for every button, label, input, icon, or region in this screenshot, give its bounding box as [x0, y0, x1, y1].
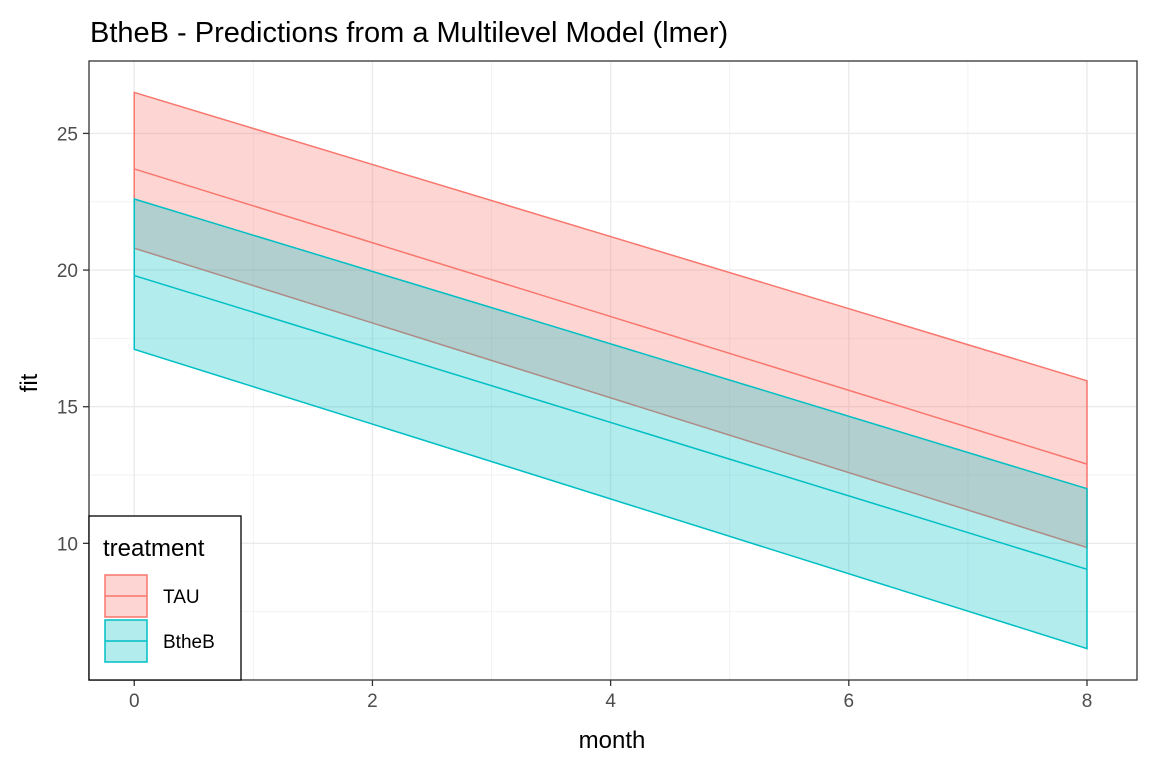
x-tick-label: 2	[367, 691, 378, 712]
y-tick-label: 20	[57, 261, 78, 282]
x-axis-title: month	[579, 727, 646, 754]
lines	[134, 168, 1088, 571]
legend-label-tau: TAU	[163, 587, 200, 608]
legend-label-btheb: BtheB	[163, 632, 215, 653]
y-tick-label: 25	[57, 124, 78, 145]
y-tick-label: 10	[57, 534, 78, 555]
axis-ticks: 0 2 4 6 8 10 15 20 25	[57, 124, 1092, 712]
legend: treatment TAU BtheB	[88, 515, 242, 681]
fit-line-btheb	[134, 274, 1088, 571]
band-btheb	[133, 197, 1088, 650]
x-tick-label: 6	[844, 691, 855, 712]
fit-line-tau	[134, 168, 1088, 465]
panel-border	[88, 60, 1138, 681]
legend-box	[88, 515, 242, 681]
bands	[133, 91, 1088, 650]
y-tick-label: 15	[57, 398, 78, 419]
legend-items: TAU BtheB	[104, 574, 215, 663]
x-tick-label: 4	[605, 691, 616, 712]
chart-title: BtheB - Predictions from a Multilevel Mo…	[90, 17, 728, 49]
x-tick-label: 0	[129, 691, 140, 712]
legend-title: treatment	[103, 535, 205, 562]
y-axis-title: fit	[16, 373, 43, 392]
x-tick-label: 8	[1082, 691, 1093, 712]
